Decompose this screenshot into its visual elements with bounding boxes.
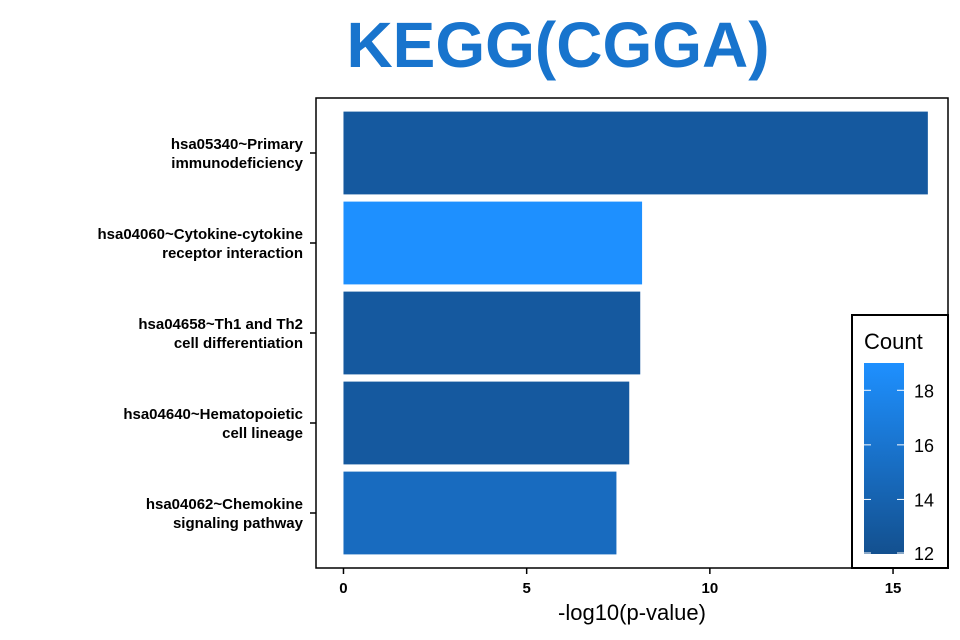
- legend-tick-label: 18: [914, 381, 934, 401]
- bar: [343, 291, 641, 375]
- bar: [343, 201, 643, 285]
- y-tick-label: hsa04060~Cytokine-cytokine receptor inter…: [97, 226, 303, 262]
- x-tick-label: 15: [885, 580, 902, 597]
- legend-title: Count: [864, 329, 923, 354]
- bar: [343, 471, 617, 555]
- x-tick-label: 5: [522, 580, 530, 597]
- x-axis-label: -log10(p-value): [558, 600, 706, 625]
- chart-title: KEGG(CGGA): [346, 9, 769, 81]
- y-tick-label: hsa05340~Primary immunodeficiency: [171, 136, 304, 172]
- legend-tick-label: 12: [914, 544, 934, 564]
- y-tick-label: hsa04062~Chemokine signaling pathway: [146, 496, 304, 532]
- x-tick-label: 0: [339, 580, 347, 597]
- legend-tick-label: 16: [914, 436, 934, 456]
- x-tick-label: 10: [702, 580, 719, 597]
- bar: [343, 111, 928, 195]
- y-tick-label: hsa04640~Hematopoietic cell lineage: [123, 406, 303, 442]
- legend-tick-label: 14: [914, 490, 934, 510]
- y-tick-label: hsa04658~Th1 and Th2 cell differentiation: [138, 316, 303, 352]
- legend-color-bar: [864, 363, 904, 554]
- bar: [343, 381, 630, 465]
